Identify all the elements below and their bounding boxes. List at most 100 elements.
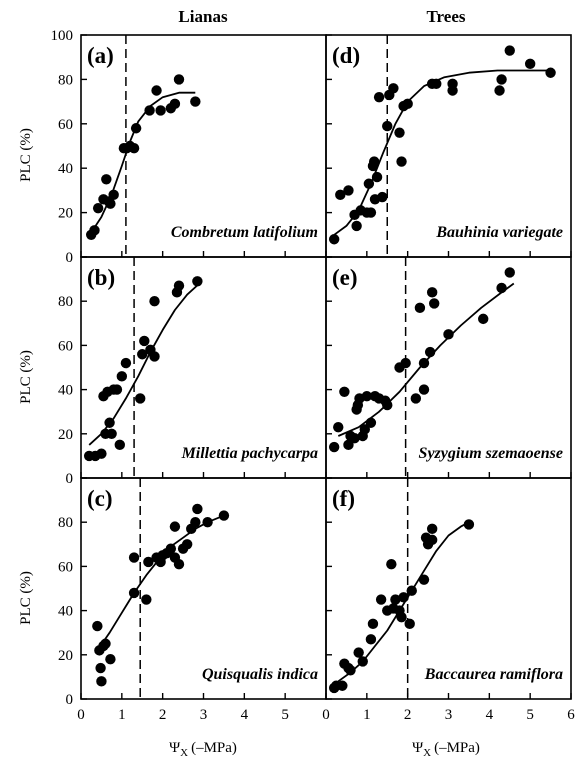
data-point-f-6 [353, 647, 364, 658]
data-point-a-1 [89, 225, 100, 236]
panel-f: 0 1 2 3 4 5 6 (f) Baccaurea ramiflora [322, 477, 575, 723]
fit-curve-c [96, 514, 225, 651]
species-label-b: Millettia pachycarpa [181, 445, 318, 462]
data-point-d-28 [504, 45, 515, 56]
data-point-d-25 [447, 78, 458, 90]
y-tick-label-a-1: 20 [58, 206, 73, 222]
data-point-c-18 [173, 558, 185, 570]
data-point-c-10 [143, 556, 154, 568]
column-title-lianas: Lianas [178, 7, 228, 26]
data-point-a-6 [105, 198, 116, 209]
data-point-d-4 [351, 220, 362, 232]
data-point-b-17 [149, 351, 160, 362]
data-point-e-29 [504, 267, 515, 278]
data-point-a-7 [108, 189, 119, 201]
data-point-c-24 [202, 517, 213, 528]
fit-curve-a [90, 91, 196, 234]
data-point-d-19 [396, 156, 407, 167]
data-point-a-11 [128, 143, 140, 154]
data-point-b-9 [111, 384, 123, 395]
x-tick-label-f-2: 2 [404, 707, 412, 723]
data-point-c-16 [169, 521, 181, 532]
y-tick-label-b-2: 40 [58, 383, 73, 399]
data-point-b-18 [149, 296, 160, 307]
data-point-c-3 [96, 676, 107, 687]
x-tick-label-c-5: 5 [281, 707, 289, 723]
panel-d: (d) Bauhinia variegate [325, 34, 572, 258]
data-point-a-18 [173, 74, 185, 85]
data-point-f-12 [386, 558, 397, 570]
data-point-a-19 [190, 96, 201, 107]
species-label-c: Quisqualis indica [202, 666, 318, 683]
data-point-e-22 [418, 357, 430, 369]
x-tick-label-f-6: 6 [567, 707, 575, 723]
y-tick-label-b-1: 20 [58, 427, 73, 443]
data-point-b-11 [116, 371, 128, 382]
x-tick-label-c-1: 1 [118, 707, 126, 723]
data-point-a-17 [169, 98, 181, 110]
data-point-c-2 [95, 662, 106, 674]
data-point-d-13 [373, 91, 385, 103]
data-point-a-2 [92, 202, 104, 214]
data-point-a-12 [130, 123, 142, 134]
species-label-e: Syzygium szemaoense [419, 445, 563, 462]
x-tick-label-f-5: 5 [526, 707, 534, 723]
data-point-b-14 [137, 349, 148, 360]
data-point-e-18 [400, 357, 411, 369]
panel-letter-f: (f) [332, 486, 355, 511]
species-label-d: Bauhinia variegate [435, 224, 563, 241]
x-tick-label-f-4: 4 [486, 707, 494, 723]
panel-c: 0 20 40 60 80 0 1 2 3 4 5 (c) Quisqualis indica [58, 477, 327, 723]
data-point-c-0 [92, 620, 103, 632]
data-point-e-2 [339, 386, 350, 398]
data-point-d-8 [365, 207, 377, 218]
x-axis-label-trees: ΨX (–MPa) [412, 740, 480, 758]
data-point-c-8 [128, 552, 140, 563]
panel-letter-a: (a) [87, 43, 114, 68]
y-tick-label-a-2: 40 [58, 161, 73, 177]
data-point-e-25 [429, 298, 440, 309]
y-axis-label-2: PLC (%) [18, 350, 34, 404]
data-point-b-13 [135, 393, 146, 404]
x-tick-label-f-0: 0 [322, 707, 330, 723]
data-point-d-21 [402, 98, 413, 110]
data-point-e-21 [418, 384, 430, 395]
data-point-a-4 [101, 174, 112, 185]
data-point-d-23 [431, 78, 442, 90]
data-point-f-10 [375, 594, 387, 605]
data-point-c-20 [181, 539, 193, 550]
data-point-f-24 [426, 523, 438, 535]
data-point-c-23 [192, 503, 203, 515]
y-tick-label-c-2: 40 [58, 604, 73, 620]
data-point-e-19 [410, 393, 422, 404]
data-point-b-15 [139, 335, 150, 347]
data-point-d-2 [343, 185, 354, 196]
data-point-d-17 [388, 83, 399, 94]
data-point-c-6 [105, 654, 116, 665]
data-point-c-25 [218, 510, 230, 521]
data-point-f-23 [426, 534, 438, 546]
x-tick-label-c-0: 0 [77, 707, 85, 723]
data-point-e-3 [343, 439, 354, 451]
data-point-a-14 [151, 85, 162, 96]
x-axis-label-lianas: ΨX (–MPa) [169, 740, 237, 758]
data-point-e-16 [382, 399, 393, 411]
panel-letter-d: (d) [332, 43, 360, 68]
data-point-e-27 [478, 313, 489, 325]
y-tick-label-a-0: 0 [66, 250, 74, 266]
x-tick-label-c-4: 4 [241, 707, 249, 723]
data-point-a-15 [155, 105, 166, 116]
data-point-b-20 [173, 280, 185, 291]
data-point-e-0 [328, 441, 340, 453]
y-tick-label-a-4: 80 [58, 72, 73, 88]
data-point-c-22 [190, 517, 201, 528]
data-point-d-1 [335, 189, 346, 201]
data-point-e-20 [414, 302, 426, 314]
data-point-b-12 [120, 357, 132, 369]
data-point-f-7 [357, 656, 368, 667]
data-point-f-2 [337, 680, 348, 691]
data-point-f-9 [367, 618, 379, 630]
species-label-f: Baccaurea ramiflora [424, 666, 563, 683]
